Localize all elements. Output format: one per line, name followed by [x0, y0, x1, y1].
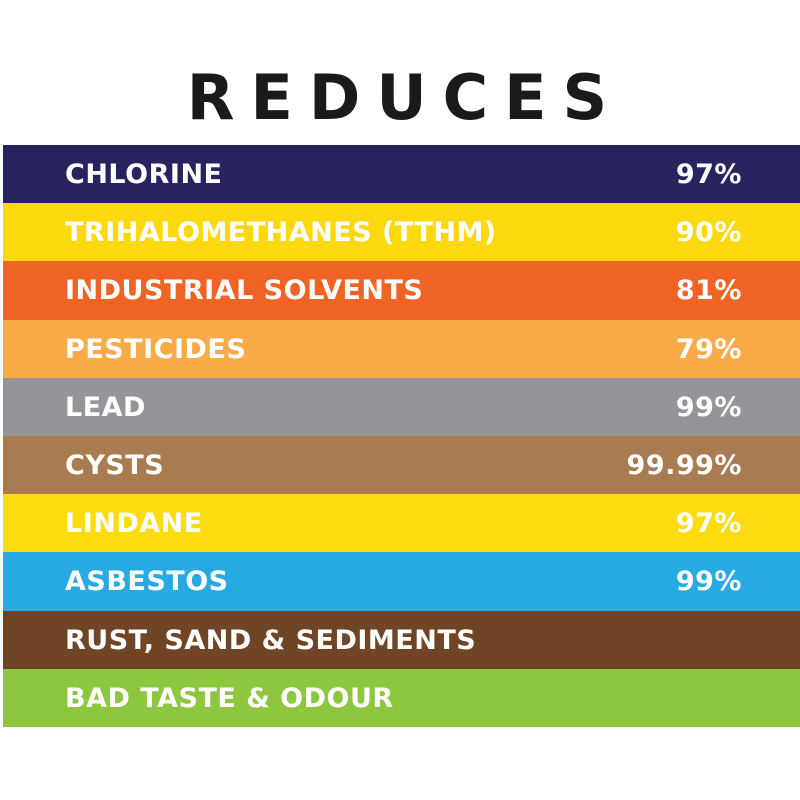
reduction-value: 99.99%	[626, 449, 742, 481]
contaminant-label: ASBESTOS	[65, 566, 229, 598]
table-row: RUST, SAND & SEDIMENTS	[3, 610, 800, 669]
table-row: CYSTS 99.99%	[3, 435, 800, 495]
reduction-value: 97%	[675, 508, 742, 540]
table-row: LEAD 99%	[3, 377, 800, 436]
reduction-value: 97%	[675, 159, 742, 190]
contaminant-label: LEAD	[65, 391, 146, 423]
table-row: ASBESTOS 99%	[3, 552, 800, 611]
contaminant-label: BAD TASTE & ODOUR	[65, 682, 394, 714]
contaminant-label: PESTICIDES	[65, 333, 247, 365]
contaminant-label: CHLORINE	[65, 159, 223, 190]
contaminant-label: LINDANE	[65, 508, 203, 540]
reduction-value: 90%	[675, 217, 742, 249]
table-row: BAD TASTE & ODOUR	[3, 668, 800, 727]
contaminant-label: INDUSTRIAL SOLVENTS	[65, 275, 424, 307]
table-row: PESTICIDES 79%	[3, 319, 800, 378]
table-row: LINDANE 97%	[3, 494, 800, 553]
contaminant-label: TRIHALOMETHANES (TTHM)	[65, 217, 497, 249]
reduction-value: 81%	[675, 275, 742, 307]
reduction-value: 99%	[675, 566, 742, 598]
table-row: INDUSTRIAL SOLVENTS 81%	[3, 261, 800, 320]
table-row: TRIHALOMETHANES (TTHM) 90%	[3, 203, 800, 262]
title: REDUCES	[186, 61, 624, 134]
reduction-value: 79%	[675, 333, 742, 365]
reduction-value: 99%	[675, 391, 742, 423]
contaminant-label: RUST, SAND & SEDIMENTS	[65, 624, 477, 656]
contaminant-label: CYSTS	[65, 449, 165, 481]
reduction-table: CHLORINE 97% TRIHALOMETHANES (TTHM) 90% INDU…	[3, 145, 800, 727]
table-row: CHLORINE 97%	[3, 145, 800, 204]
